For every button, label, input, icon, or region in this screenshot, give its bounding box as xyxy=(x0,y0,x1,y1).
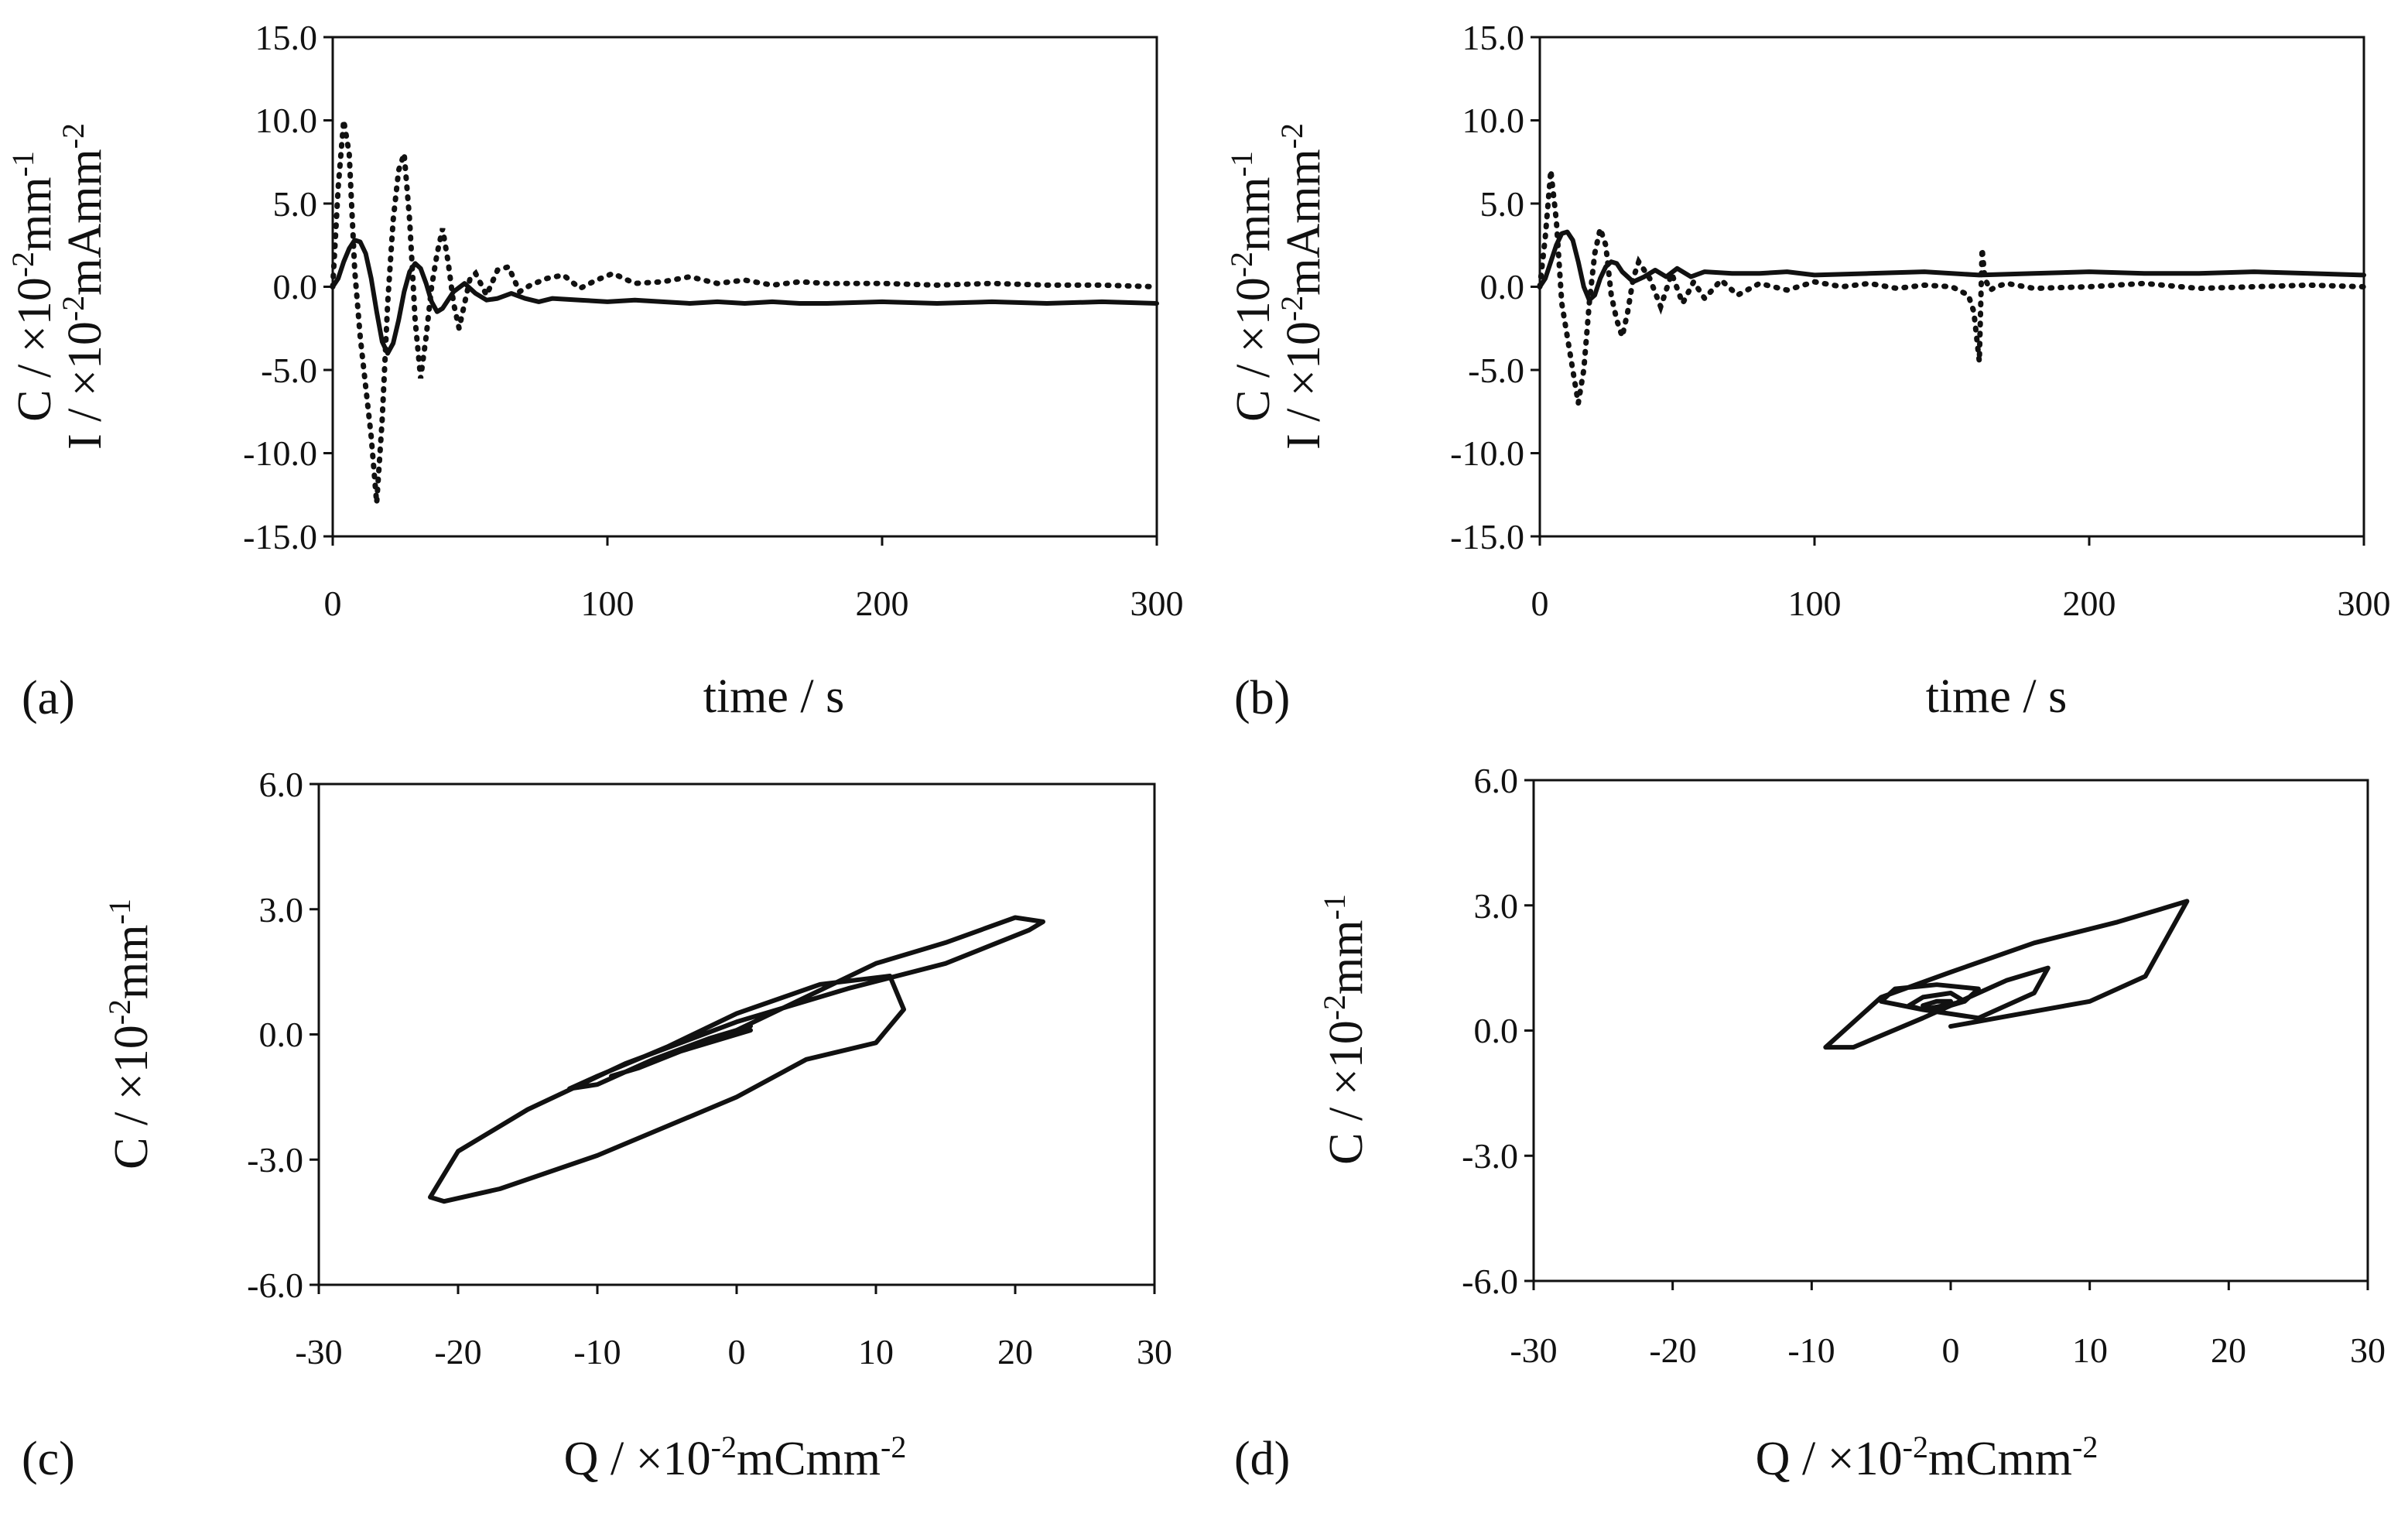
panel-c-xtick-label: 10 xyxy=(858,1332,894,1371)
panel-c-ytick-label: 3.0 xyxy=(259,890,304,930)
panel-a-series xyxy=(323,36,1160,546)
panel-c-ytick-label: 6.0 xyxy=(259,765,304,804)
panel-b-series-i xyxy=(1537,170,2367,404)
panel-d-xtick-label: 10 xyxy=(2072,1330,2108,1370)
panel-a-ytick-label: -5.0 xyxy=(261,351,317,390)
panel-c-xtick-label: -30 xyxy=(295,1332,342,1371)
panel-c-ytick-label: 0.0 xyxy=(259,1015,304,1054)
panel-c-y-ticks: -6.0 -3.0 0.0 3.0 6.0 xyxy=(247,765,303,1305)
panel-a-x-ticks: 0 100 200 300 xyxy=(324,584,1184,623)
panel-b-xtick-label: 200 xyxy=(2063,584,2116,623)
panel-b-ytick-label: 0.0 xyxy=(1480,267,1525,306)
panel-d-xtick-label: 20 xyxy=(2211,1330,2246,1370)
panel-d-y-ticks: -6.0 -3.0 0.0 3.0 6.0 xyxy=(1462,761,1518,1301)
panel-a-ytick-label: 10.0 xyxy=(255,101,318,140)
panel-c-x-axis-label: Q / ×10-2mCmm-2 xyxy=(564,1430,907,1486)
panel-d-xtick-label: -30 xyxy=(1510,1330,1557,1370)
panel-b-xtick-label: 0 xyxy=(1531,584,1549,623)
panel-a-label: (a) xyxy=(22,672,75,724)
panel-b-xtick-label: 100 xyxy=(1788,584,1842,623)
panel-a-ytick-label: -10.0 xyxy=(243,433,317,473)
panel-c-xtick-label: 0 xyxy=(728,1332,746,1371)
panel-b-y-ticks: -15.0 -10.0 -5.0 0.0 5.0 10.0 15.0 xyxy=(1450,18,1524,556)
panel-b-y-axis-label-i: I / ×10-2mAmm-2 xyxy=(1274,123,1331,450)
panel-c-ytick-label: -3.0 xyxy=(247,1140,303,1180)
panel-c: -6.0 -3.0 0.0 3.0 6.0 -30 -20 -10 0 10 2… xyxy=(22,765,1172,1485)
panel-b-x-axis-label: time / s xyxy=(1926,670,2068,723)
panel-c-x-ticks: -30 -20 -10 0 10 20 30 xyxy=(295,1332,1172,1371)
panel-d-x-ticks: -30 -20 -10 0 10 20 30 xyxy=(1510,1330,2386,1370)
panel-d-ytick-label: 6.0 xyxy=(1474,761,1519,800)
panel-b-ytick-label: 15.0 xyxy=(1462,18,1525,57)
panel-a-ytick-label: 5.0 xyxy=(273,184,318,224)
panel-d-xtick-label: 0 xyxy=(1942,1330,1960,1370)
panel-d-xtick-label: -10 xyxy=(1787,1330,1835,1370)
panel-c-xtick-label: -10 xyxy=(573,1332,621,1371)
panel-a-ytick-label: -15.0 xyxy=(243,517,317,556)
panel-c-label: (c) xyxy=(22,1433,75,1485)
panel-a-series-c xyxy=(330,238,1159,356)
panel-c-y-axis-label: C / ×10-2mm-1 xyxy=(102,899,159,1169)
panel-b-ytick-label: 5.0 xyxy=(1480,184,1525,224)
panel-d: -6.0 -3.0 0.0 3.0 6.0 -30 -20 -10 0 10 2… xyxy=(1234,761,2386,1485)
panel-a-xtick-label: 100 xyxy=(581,584,634,623)
panel-a-ytick-label: 0.0 xyxy=(273,267,318,306)
panel-d-label: (d) xyxy=(1234,1433,1290,1485)
panel-d-xtick-label: 30 xyxy=(2350,1330,2386,1370)
panel-a-xtick-label: 0 xyxy=(324,584,342,623)
panel-b-series-c xyxy=(1537,229,2366,303)
panel-d-ytick-label: 0.0 xyxy=(1474,1011,1519,1050)
panel-d-xtick-label: -20 xyxy=(1649,1330,1696,1370)
panel-b-series xyxy=(1531,36,2367,546)
panel-b-y-axis-label-c: C / ×10-2mm-1 xyxy=(1224,151,1281,422)
panel-d-y-axis-label: C / ×10-2mm-1 xyxy=(1317,894,1373,1165)
panel-b-xtick-label: 300 xyxy=(2338,584,2391,623)
panel-d-series-c-vs-q xyxy=(1823,899,2190,1050)
panel-b: -15.0 -10.0 -5.0 0.0 5.0 10.0 15.0 0 100… xyxy=(1224,18,2391,724)
panel-c-xtick-label: 30 xyxy=(1137,1332,1172,1371)
panel-a-ytick-label: 15.0 xyxy=(255,18,318,57)
panel-c-xtick-label: -20 xyxy=(434,1332,481,1371)
panel-a-y-ticks: -15.0 -10.0 -5.0 0.0 5.0 10.0 15.0 xyxy=(243,18,317,556)
panel-b-label: (b) xyxy=(1234,672,1290,724)
panel-c-xtick-label: 20 xyxy=(997,1332,1033,1371)
panel-c-ytick-label: -6.0 xyxy=(247,1265,303,1305)
panel-d-ytick-label: -6.0 xyxy=(1462,1262,1518,1301)
panel-d-ytick-label: 3.0 xyxy=(1474,886,1519,926)
panel-d-series xyxy=(1524,779,2369,1290)
panel-a-series-i xyxy=(330,119,1160,504)
panel-a-xtick-label: 300 xyxy=(1130,584,1184,623)
panel-d-plot-area xyxy=(1532,779,2369,1282)
panel-a-y-axis-label-i: I / ×10-2mAmm-2 xyxy=(56,123,112,450)
panel-c-series xyxy=(310,782,1156,1294)
panel-a-xtick-label: 200 xyxy=(856,584,909,623)
panel-d-ytick-label: -3.0 xyxy=(1462,1136,1518,1176)
panel-a: -15.0 -10.0 -5.0 0.0 5.0 10.0 15.0 0 100… xyxy=(5,18,1184,724)
panel-b-x-ticks: 0 100 200 300 xyxy=(1531,584,2391,623)
panel-b-ytick-label: -15.0 xyxy=(1450,517,1524,556)
panel-b-ytick-label: 10.0 xyxy=(1462,101,1525,140)
panel-d-x-axis-label: Q / ×10-2mCmm-2 xyxy=(1756,1430,2098,1486)
panel-b-ytick-label: -10.0 xyxy=(1450,433,1524,473)
panel-b-ytick-label: -5.0 xyxy=(1468,351,1524,390)
panel-a-y-axis-label-c: C / ×10-2mm-1 xyxy=(5,151,62,422)
panel-a-x-axis-label: time / s xyxy=(703,670,845,723)
panel-c-series-c-vs-q xyxy=(428,915,1045,1204)
